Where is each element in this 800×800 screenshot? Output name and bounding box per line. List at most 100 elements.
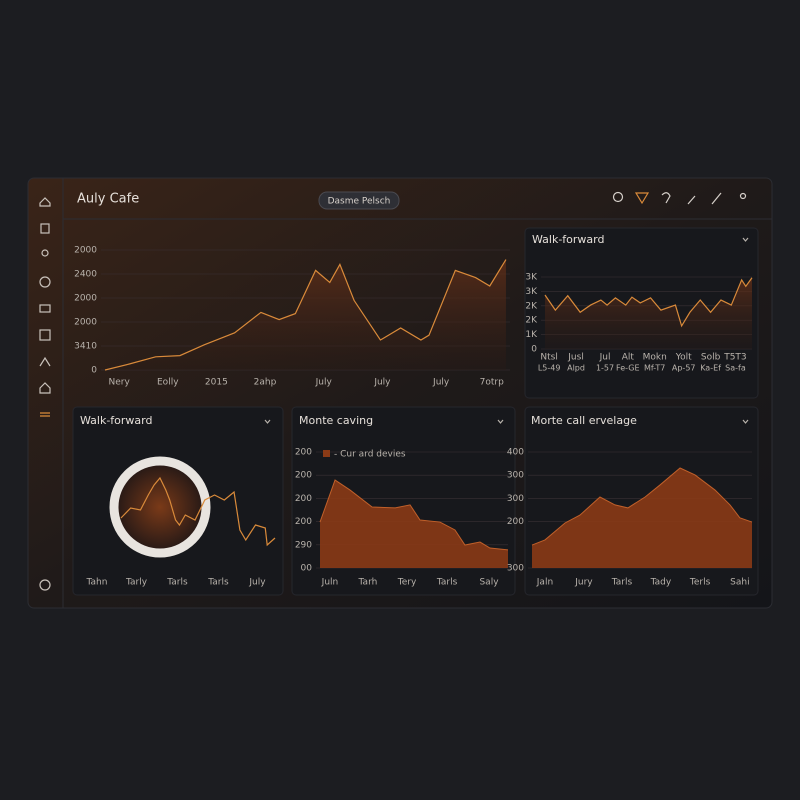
y-tick-label: 200 (507, 517, 524, 527)
chevron[interactable] (742, 419, 749, 424)
icon-active[interactable] (40, 412, 50, 417)
x-tick-label: Nery (109, 378, 131, 388)
x-sub-label: Ap-57 (672, 364, 696, 373)
x-tick-label: Tarly (125, 578, 148, 588)
x-tick-label: Ntsl (540, 353, 557, 363)
y-tick-label: 300 (507, 471, 524, 481)
ring (109, 456, 211, 558)
y-tick-label: 0 (91, 366, 97, 376)
panel-title: Walk-forward (80, 414, 152, 427)
icon-card[interactable] (39, 304, 51, 313)
y-tick-label: 300 (507, 564, 524, 574)
x-tick-label: Tarls (436, 578, 458, 588)
search-pill-label[interactable]: Dasme Pelsch (328, 197, 391, 207)
y-tick-label: 0 (531, 345, 537, 355)
icon-user[interactable] (41, 249, 49, 257)
y-tick-label: 2400 (74, 270, 97, 280)
x-tick-label: Jul (599, 353, 611, 363)
y-tick-label: 200 (295, 448, 312, 458)
x-tick-label: Tery (397, 578, 417, 588)
chevron[interactable] (264, 419, 271, 424)
icon-edit[interactable] (711, 192, 722, 205)
y-tick-label: 200 (295, 494, 312, 504)
y-tick-label: 2K (525, 301, 538, 311)
legend-swatch (323, 450, 330, 457)
x-tick-label: 2ahp (254, 378, 277, 388)
chevron[interactable] (497, 419, 504, 424)
x-tick-label: Yolt (675, 353, 692, 363)
x-sub-label: Fe-GE (616, 364, 640, 373)
x-tick-label: Jury (574, 578, 593, 588)
chevron[interactable] (742, 237, 749, 242)
icon-settings[interactable] (39, 579, 51, 591)
panel-title: Morte call ervelage (531, 414, 637, 427)
x-tick-label: July (248, 578, 266, 588)
x-tick-label: Saly (479, 578, 499, 588)
line (104, 259, 507, 371)
y-tick-label: 290 (295, 540, 312, 550)
line (120, 476, 276, 547)
y-tick-label: 3K (525, 287, 538, 297)
y-tick-label: 200 (295, 471, 312, 481)
toolbar-icons[interactable] (612, 191, 747, 205)
x-sub-label: Sa-fa (725, 364, 746, 373)
x-tick-label: Mokn (643, 353, 667, 363)
area-shade (105, 259, 506, 370)
x-tick-label: Juln (321, 578, 339, 588)
x-tick-label: 7otrp (480, 378, 504, 388)
x-tick-label: July (315, 378, 333, 388)
icon-info[interactable] (39, 276, 51, 288)
icon-building[interactable] (40, 223, 50, 234)
x-tick-label: Jaln (536, 578, 553, 588)
icon-profile[interactable] (739, 192, 747, 200)
x-tick-label: July (373, 378, 391, 388)
panel-title: Monte caving (299, 414, 373, 427)
line (544, 277, 753, 328)
app-title: Auly Cafe (77, 192, 139, 207)
panel-title: Walk-forward (532, 233, 604, 246)
ring-glow (110, 457, 210, 557)
x-tick-label: Sahi (730, 578, 749, 588)
x-tick-label: Jusl (567, 353, 584, 363)
x-sub-label: Ka-Ef (700, 364, 721, 373)
x-tick-label: Terls (689, 578, 711, 588)
x-tick-label: 2015 (205, 378, 228, 388)
area (320, 480, 508, 568)
icon-filter[interactable] (634, 192, 650, 205)
y-tick-label: 3410 (74, 342, 97, 352)
area-shade (545, 277, 752, 349)
y-tick-label: 00 (301, 564, 313, 574)
chevrons[interactable] (264, 237, 749, 424)
y-tick-label: 2000 (74, 318, 97, 328)
y-tick-label: 200 (295, 517, 312, 527)
y-tick-label: 2000 (74, 246, 97, 256)
x-tick-label: Tarh (358, 578, 378, 588)
y-tick-label: 400 (507, 448, 524, 458)
x-sub-label: L5-49 (538, 364, 561, 373)
icon-key[interactable] (687, 195, 696, 205)
icon-home2[interactable] (39, 382, 51, 394)
area-edge (531, 467, 753, 546)
x-tick-label: July (432, 378, 450, 388)
area (532, 468, 752, 568)
x-sub-label: Alpd (567, 364, 585, 373)
icon-home[interactable] (39, 197, 51, 207)
x-tick-label: Tahn (85, 578, 107, 588)
x-tick-label: Solb (701, 353, 721, 363)
icon-list[interactable] (39, 329, 51, 341)
icon-search[interactable] (612, 191, 624, 203)
area-edge (319, 479, 509, 551)
x-tick-label: Alt (622, 353, 635, 363)
sidebar-icons[interactable] (39, 197, 51, 591)
x-tick-label: Eolly (157, 378, 179, 388)
y-tick-label: 300 (507, 494, 524, 504)
icon-chart[interactable] (39, 356, 51, 367)
x-tick-label: Tarls (207, 578, 229, 588)
search-pill[interactable] (318, 191, 400, 210)
y-tick-label: 2K (525, 316, 538, 326)
icon-help[interactable] (661, 192, 671, 204)
legend-label: - Cur ard devies (334, 450, 406, 460)
y-tick-label: 3K (525, 273, 538, 283)
